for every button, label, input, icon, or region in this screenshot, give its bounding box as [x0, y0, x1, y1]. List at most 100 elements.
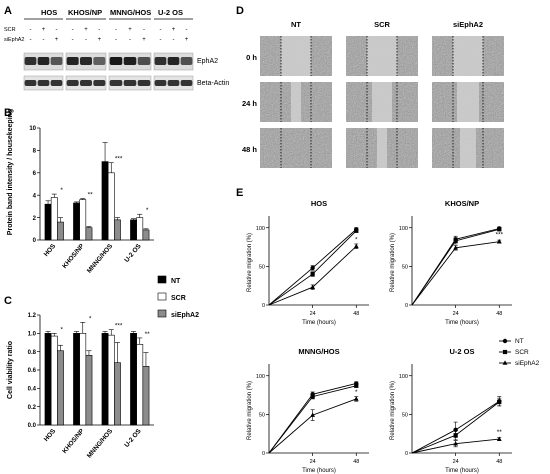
band-actin-0-0 [24, 80, 37, 86]
band-actin-1-1 [80, 80, 92, 86]
lane-sign-scr-2-0: - [115, 27, 117, 33]
chart-b-ytick-label-0: 0 [33, 238, 37, 244]
chart-b-bar-nt-hos [44, 203, 52, 241]
lane-sign-siepha2-0-2: + [55, 37, 59, 43]
lane-sign-siepha2-1-1: - [85, 37, 87, 43]
scratch-1-2-gap [457, 82, 479, 122]
band-actin-2-1 [123, 80, 137, 86]
band-epha2-3-0 [154, 57, 167, 65]
chart-c-category-khos-np: KHOS/NP [61, 427, 86, 455]
band-epha2-3-2 [180, 57, 193, 65]
chart-c-significance-mnng-hos: *** [115, 323, 123, 330]
e-mnng-hos-xtick-label-1: 48 [353, 459, 359, 465]
scratch-col-siepha2: siEphA2 [453, 20, 483, 29]
chart-c-ytick-label-6: 1.2 [28, 313, 37, 319]
legend-e-label-siepha2: siEphA2 [515, 360, 540, 367]
legend-e: NT SCR siEphA2 [499, 338, 540, 367]
e-u-2-os-xtick-label-0: 24 [453, 459, 459, 465]
chart-b-ytick-label-4: 8 [33, 149, 37, 155]
lane-sign-scr-0-2: - [56, 27, 58, 33]
e-hos-ylabel: Relative migration (%) [247, 233, 253, 292]
e-khos-np-xtick-label-0: 24 [453, 311, 459, 317]
e-u-2-os-ytick-label-2: 100 [399, 374, 408, 380]
e-u-2-os-point-nt-1 [453, 427, 458, 433]
chart-b-significance-mnng-hos: *** [115, 156, 123, 163]
legend-swatch-siepha2 [157, 309, 167, 318]
e-hos-point-siepha2-2 [353, 243, 359, 249]
chart-c-bar-siepha2-khos-np [85, 355, 93, 426]
legend-e-label-nt: NT [515, 338, 524, 345]
e-u-2-os-ytick-label-1: 50 [402, 413, 408, 419]
band-actin-3-1 [167, 80, 180, 86]
chart-b-bar-scr-hos [50, 197, 58, 241]
scratch-0-1-gap [367, 36, 397, 76]
chart-c-bar-nt-u-2-os [130, 333, 137, 426]
chart-b-bar-siepha2-hos [57, 221, 64, 241]
panel-b-letter: B [4, 107, 12, 119]
e-u-2-os-xtick-label-1: 48 [496, 459, 502, 465]
chart-b-category-mnng-hos: MNNG/HOS [86, 242, 115, 274]
chart-b-significance-hos: * [60, 187, 63, 194]
chart-c-ytick-label-2: 0.4 [28, 387, 37, 393]
e-hos-chart: HOS 0 50 100 24 48 Time (hours) Relative migrat… [247, 199, 369, 326]
lane-sign-siepha2-3-1: - [173, 37, 175, 43]
legend-swatch-nt [157, 275, 167, 284]
chart-c-bar-nt-hos [44, 333, 52, 426]
panel-d: D NT SCR siEphA2 0 h 24 h 48 h [236, 5, 504, 168]
chart-c-category-u-2-os: U-2 OS [123, 427, 143, 449]
e-khos-np-point-siepha2-1 [453, 245, 459, 250]
band-epha2-2-2 [137, 57, 151, 65]
e-hos-point-scr-1 [310, 271, 315, 277]
e-khos-np-ytick-label-1: 50 [402, 265, 408, 271]
cell-line-u2os: U-2 OS [158, 8, 183, 17]
band-epha2-0-2 [50, 57, 63, 65]
e-hos-point-siepha2-1 [310, 284, 316, 290]
lane-sign-scr-2-2: - [143, 27, 145, 33]
lane-sign-siepha2-2-1: - [129, 37, 131, 43]
chart-c-significance-u-2-os: ** [145, 331, 151, 338]
scratch-2-1-gap [377, 128, 387, 168]
chart-b-bar-nt-khos-np [73, 202, 80, 241]
band-actin-1-2 [93, 80, 106, 86]
scratch-0-2-gap [453, 36, 483, 76]
scratch-1-1-gap [372, 82, 392, 122]
panel-b: B Protein band intensity / housekeeping … [4, 107, 154, 275]
e-u-2-os-point-siepha2-2 [496, 436, 502, 441]
lane-sign-scr-3-2: - [186, 27, 188, 33]
chart-c: 0.0 0.2 0.4 0.6 0.8 1.0 1.2 * HOS * KHOS/NP *** MNNG… [28, 313, 154, 460]
panel-c-ylabel: Cell viability ratio [7, 341, 14, 399]
band-epha2-2-0 [109, 57, 123, 65]
lane-sign-siepha2-0-1: - [43, 37, 45, 43]
lane-signs: - + - - - + - + - - - + - + - - - + - + - - - + [30, 27, 189, 43]
panel-a-letter: A [4, 5, 12, 17]
panel-c-letter: C [4, 295, 12, 307]
band-epha2-1-2 [93, 57, 106, 65]
lane-sign-siepha2-1-2: + [98, 37, 102, 43]
e-hos-xtick-label-0: 24 [310, 311, 316, 317]
chart-b-bar-scr-mnng-hos [107, 172, 115, 241]
band-actin-3-0 [154, 80, 167, 86]
e-mnng-hos-ytick-label-1: 50 [259, 413, 265, 419]
chart-b-ytick-label-3: 6 [33, 171, 37, 177]
chart-c-category-mnng-hos: MNNG/HOS [86, 427, 115, 459]
lane-sign-siepha2-1-0: - [72, 37, 74, 43]
cell-line-khosnp: KHOS/NP [68, 8, 102, 17]
e-u-2-os-ytick-label-0: 0 [405, 451, 408, 457]
e-mnng-hos-chart: MNNG/HOS 0 50 100 24 48 Time (hours) Relative m… [247, 347, 369, 474]
chart-b-bar-nt-mnng-hos [101, 161, 109, 241]
lane-sign-scr-1-1: + [84, 27, 88, 33]
band-actin-2-2 [137, 80, 151, 86]
scratch-images [260, 36, 504, 168]
chart-c-bar-nt-khos-np [73, 333, 80, 426]
band-actin-3-2 [180, 80, 193, 86]
e-mnng-hos-xtick-label-0: 24 [310, 459, 316, 465]
e-u-2-os-significance: ** [497, 429, 503, 436]
e-mnng-hos-point-siepha2-1 [310, 412, 316, 417]
panel-e-letter: E [236, 187, 243, 199]
chart-b-significance-u-2-os: * [146, 207, 149, 214]
cell-line-mnnghos: MNNG/HOS [110, 8, 151, 17]
e-mnng-hos-line-siepha2 [268, 398, 357, 454]
chart-c-significance-khos-np: * [89, 315, 92, 322]
e-u-2-os-xlabel: Time (hours) [445, 468, 479, 474]
e-mnng-hos-xlabel: Time (hours) [302, 468, 336, 474]
